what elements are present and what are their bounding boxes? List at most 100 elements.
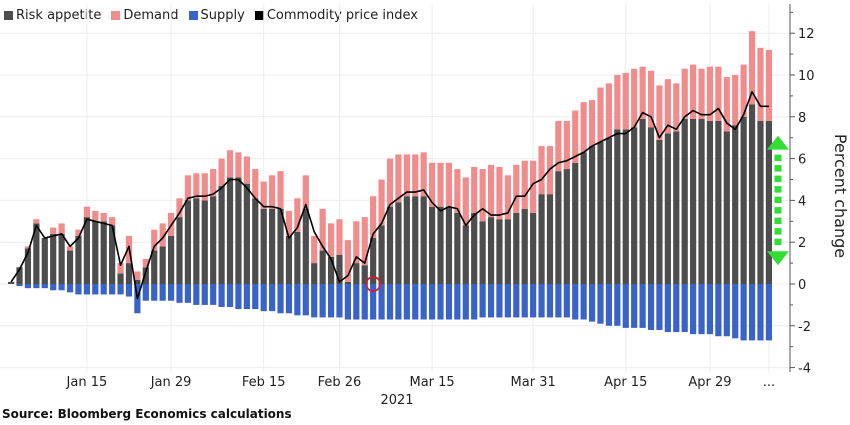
bar-demand bbox=[656, 85, 663, 140]
bar-risk-appetite bbox=[142, 267, 149, 284]
bar-risk-appetite bbox=[83, 217, 90, 284]
bar-supply bbox=[151, 284, 158, 301]
bar-demand bbox=[176, 198, 183, 218]
bar-supply bbox=[715, 284, 722, 337]
bar-supply bbox=[496, 284, 503, 318]
bar-supply bbox=[100, 284, 107, 295]
bar-risk-appetite bbox=[572, 162, 579, 284]
bar-supply bbox=[75, 284, 82, 295]
bar-risk-appetite bbox=[445, 206, 453, 284]
bar-demand bbox=[353, 221, 360, 264]
bar-demand bbox=[311, 235, 318, 264]
bar-risk-appetite bbox=[269, 208, 276, 284]
bar-supply bbox=[740, 284, 747, 341]
bar-risk-appetite bbox=[765, 120, 772, 284]
bar-risk-appetite bbox=[167, 235, 175, 284]
bar-demand bbox=[462, 177, 469, 226]
bar-risk-appetite bbox=[311, 263, 318, 284]
bar-demand bbox=[530, 160, 537, 213]
bar-demand bbox=[471, 166, 478, 213]
arrow-dash bbox=[774, 165, 782, 172]
bar-risk-appetite bbox=[673, 131, 680, 284]
bar-supply bbox=[294, 284, 301, 316]
bar-demand bbox=[109, 217, 116, 226]
bar-demand bbox=[50, 227, 57, 234]
bar-supply bbox=[353, 284, 360, 320]
bar-risk-appetite bbox=[530, 212, 537, 284]
x-tick-label: Apr 29 bbox=[688, 375, 731, 390]
bar-risk-appetite bbox=[403, 196, 410, 284]
x-tick-label: Mar 15 bbox=[409, 375, 454, 390]
y-tick-label: -4 bbox=[798, 362, 811, 377]
bar-supply bbox=[588, 284, 596, 322]
bar-risk-appetite bbox=[395, 202, 402, 284]
bar-supply bbox=[471, 284, 478, 320]
bar-supply bbox=[656, 284, 663, 330]
bar-supply bbox=[395, 284, 402, 320]
bar-supply bbox=[622, 284, 629, 328]
bar-risk-appetite bbox=[656, 139, 663, 284]
bar-supply bbox=[420, 284, 427, 320]
bar-supply bbox=[24, 284, 32, 289]
bar-demand bbox=[235, 152, 242, 178]
highlight-circle bbox=[365, 276, 382, 292]
bar-demand bbox=[757, 47, 764, 121]
bar-risk-appetite bbox=[176, 217, 183, 284]
bar-supply bbox=[125, 284, 133, 297]
bar-risk-appetite bbox=[681, 118, 688, 284]
bar-risk-appetite bbox=[378, 225, 385, 284]
x-tick-label: Jan 29 bbox=[150, 375, 192, 390]
legend-swatch-risk-appetite bbox=[4, 11, 13, 20]
bar-demand bbox=[698, 68, 705, 119]
bar-demand bbox=[412, 154, 419, 197]
bar-demand bbox=[285, 210, 293, 236]
bar-risk-appetite bbox=[496, 219, 503, 284]
bar-demand bbox=[504, 175, 511, 220]
bar-demand bbox=[639, 66, 646, 119]
bar-demand bbox=[252, 169, 259, 199]
bar-supply bbox=[176, 284, 183, 303]
y-axis-label: Percent change bbox=[831, 134, 850, 258]
bar-supply bbox=[555, 284, 562, 318]
bar-demand bbox=[277, 171, 284, 209]
bar-supply bbox=[66, 284, 74, 293]
bar-supply bbox=[302, 284, 309, 316]
chart-legend: Risk appetite Demand Supply Commodity pr… bbox=[4, 8, 418, 23]
bar-demand bbox=[572, 110, 579, 163]
bar-risk-appetite bbox=[386, 206, 394, 284]
bar-demand bbox=[555, 120, 562, 172]
bar-demand bbox=[664, 79, 671, 134]
bar-risk-appetite bbox=[193, 198, 200, 284]
bar-supply bbox=[639, 284, 646, 328]
bar-risk-appetite bbox=[125, 263, 133, 284]
bar-demand bbox=[134, 271, 141, 280]
bar-risk-appetite bbox=[159, 246, 166, 284]
bar-demand bbox=[715, 66, 722, 121]
bar-risk-appetite bbox=[462, 225, 469, 284]
bar-demand bbox=[614, 75, 621, 130]
bar-supply bbox=[142, 284, 149, 301]
bar-demand bbox=[437, 162, 444, 207]
bar-supply bbox=[218, 284, 225, 307]
bar-demand bbox=[521, 160, 528, 209]
bar-supply bbox=[530, 284, 537, 318]
bar-risk-appetite bbox=[437, 206, 444, 284]
bar-demand bbox=[370, 196, 377, 239]
bar-supply bbox=[757, 284, 764, 341]
bar-supply bbox=[327, 284, 335, 318]
bar-demand bbox=[605, 83, 613, 138]
bar-demand bbox=[75, 229, 82, 236]
bar-risk-appetite bbox=[50, 233, 57, 284]
bar-risk-appetite bbox=[277, 208, 284, 284]
bar-demand bbox=[210, 169, 217, 197]
bar-demand bbox=[184, 175, 192, 201]
bar-risk-appetite bbox=[336, 254, 343, 284]
bar-demand bbox=[740, 64, 747, 117]
bar-supply bbox=[462, 284, 469, 320]
bar-demand bbox=[269, 175, 276, 209]
bar-supply bbox=[681, 284, 688, 333]
bar-risk-appetite bbox=[715, 120, 722, 284]
bar-risk-appetite bbox=[92, 221, 99, 284]
bar-risk-appetite bbox=[353, 263, 360, 284]
bar-risk-appetite bbox=[294, 231, 301, 284]
